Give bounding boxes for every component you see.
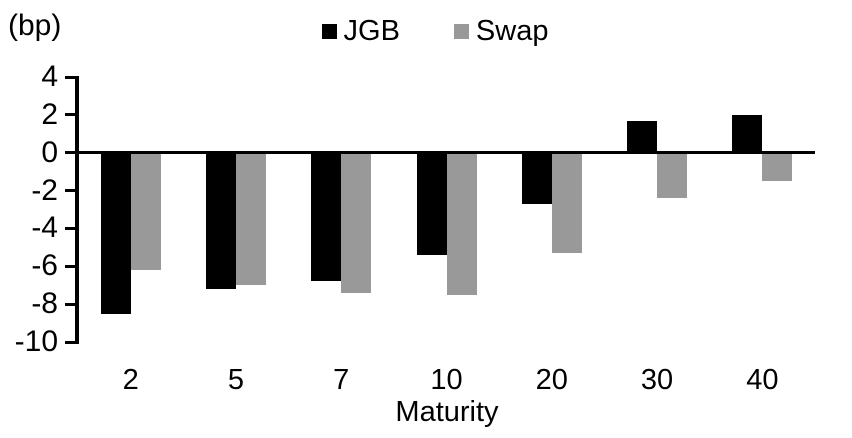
legend: JGB Swap	[18, 15, 852, 48]
x-tick-label-40: 40	[746, 364, 779, 396]
x-tick-label-5: 5	[227, 364, 245, 396]
legend-label-swap: Swap	[475, 15, 549, 47]
bar-jgb-20	[521, 152, 552, 204]
bar-swap-10	[446, 152, 477, 295]
bar-jgb-2	[100, 152, 131, 314]
x-tick-label-20: 20	[535, 364, 568, 396]
y-tick-label-0: 0	[41, 135, 58, 169]
y-axis-line	[75, 76, 79, 344]
y-tick-label--8: -8	[31, 287, 58, 321]
y-tick-label--10: -10	[14, 325, 58, 358]
legend-item-jgb: JGB	[321, 15, 400, 48]
y-tick-label-4: 4	[41, 60, 58, 93]
y-tick-label--2: -2	[31, 173, 58, 207]
y-tick-2	[65, 113, 76, 117]
y-tick-label-2: 2	[41, 97, 58, 131]
x-tick-label-7: 7	[333, 364, 350, 396]
zero-axis-line	[78, 151, 815, 155]
x-tick-label-2: 2	[122, 364, 139, 396]
legend-swatch-swap-icon	[453, 24, 469, 39]
bar-swap-20	[551, 152, 582, 253]
bar-jgb-5	[205, 152, 236, 289]
bar-swap-2	[130, 152, 161, 271]
bar-swap-30	[657, 152, 688, 199]
legend-item-swap: Swap	[453, 15, 549, 48]
y-tick-0	[65, 151, 76, 155]
bar-jgb-30	[627, 120, 658, 153]
legend-label-jgb: JGB	[343, 15, 400, 47]
bar-swap-5	[235, 152, 266, 286]
bar-jgb-7	[311, 152, 342, 282]
y-tick--4	[65, 226, 76, 230]
y-tick--10	[65, 340, 76, 344]
x-tick-label-30: 30	[640, 364, 674, 396]
legend-swatch-jgb-icon	[321, 24, 337, 39]
x-tick-label-10: 10	[430, 364, 463, 396]
y-tick--2	[65, 189, 76, 193]
x-axis-title: Maturity	[395, 396, 499, 428]
y-tick--6	[65, 264, 76, 268]
bar-jgb-40	[732, 114, 763, 153]
y-tick-label--6: -6	[31, 249, 58, 283]
bar-swap-40	[762, 152, 793, 182]
y-axis-unit-label: (bp)	[8, 9, 62, 42]
y-tick-4	[65, 75, 76, 79]
y-tick--8	[65, 302, 76, 306]
bar-jgb-10	[416, 152, 447, 255]
y-tick-label--4: -4	[31, 211, 58, 245]
bar-swap-7	[341, 152, 372, 293]
